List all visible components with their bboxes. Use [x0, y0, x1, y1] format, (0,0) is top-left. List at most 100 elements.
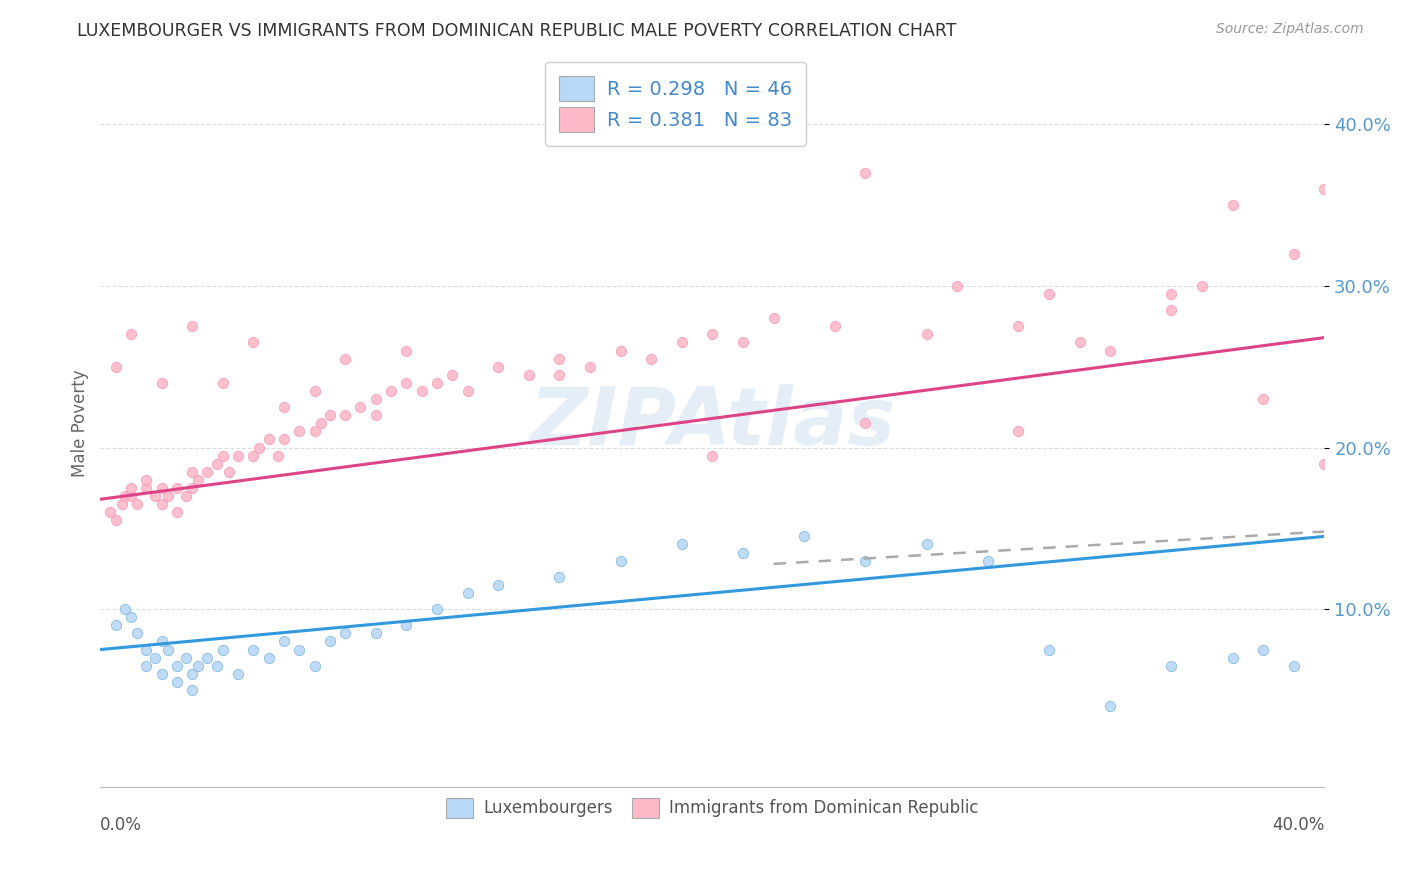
- Point: [319, 634, 342, 648]
- Point: [915, 327, 938, 342]
- Point: [731, 335, 754, 350]
- Point: [226, 666, 249, 681]
- Point: [309, 417, 332, 431]
- Point: [793, 529, 815, 543]
- Point: [1160, 303, 1182, 318]
- Point: [319, 408, 342, 422]
- Point: [197, 650, 219, 665]
- Point: [111, 497, 134, 511]
- Point: [824, 319, 846, 334]
- Point: [150, 497, 173, 511]
- Point: [273, 400, 295, 414]
- Point: [174, 489, 197, 503]
- Point: [145, 650, 167, 665]
- Point: [135, 658, 157, 673]
- Point: [548, 570, 571, 584]
- Point: [242, 449, 264, 463]
- Point: [579, 359, 602, 374]
- Point: [218, 465, 240, 479]
- Point: [135, 642, 157, 657]
- Point: [181, 666, 204, 681]
- Point: [166, 658, 188, 673]
- Point: [702, 449, 724, 463]
- Text: ZIPAtlas: ZIPAtlas: [529, 384, 896, 462]
- Text: Source: ZipAtlas.com: Source: ZipAtlas.com: [1216, 22, 1364, 37]
- Point: [288, 642, 311, 657]
- Point: [1191, 278, 1213, 293]
- Point: [120, 481, 142, 495]
- Point: [135, 473, 157, 487]
- Point: [135, 481, 157, 495]
- Point: [211, 449, 233, 463]
- Point: [1069, 335, 1091, 350]
- Point: [1038, 287, 1060, 301]
- Point: [1222, 650, 1244, 665]
- Point: [1099, 343, 1122, 358]
- Point: [273, 433, 295, 447]
- Point: [486, 359, 509, 374]
- Point: [1160, 287, 1182, 301]
- Point: [211, 376, 233, 390]
- Point: [267, 449, 290, 463]
- Point: [226, 449, 249, 463]
- Point: [104, 618, 127, 632]
- Point: [197, 465, 219, 479]
- Point: [304, 384, 326, 398]
- Point: [150, 376, 173, 390]
- Point: [288, 425, 311, 439]
- Point: [426, 602, 449, 616]
- Point: [395, 618, 418, 632]
- Point: [853, 554, 876, 568]
- Point: [671, 335, 693, 350]
- Point: [915, 537, 938, 551]
- Point: [853, 166, 876, 180]
- Point: [257, 650, 280, 665]
- Point: [304, 425, 326, 439]
- Point: [395, 376, 418, 390]
- Point: [333, 351, 356, 366]
- Point: [411, 384, 433, 398]
- Point: [104, 359, 127, 374]
- Point: [548, 351, 571, 366]
- Point: [977, 554, 1000, 568]
- Point: [114, 602, 136, 616]
- Point: [150, 634, 173, 648]
- Point: [333, 626, 356, 640]
- Point: [98, 505, 121, 519]
- Point: [364, 392, 387, 406]
- Point: [395, 343, 418, 358]
- Point: [205, 457, 228, 471]
- Point: [242, 335, 264, 350]
- Point: [181, 481, 204, 495]
- Text: 40.0%: 40.0%: [1272, 816, 1324, 834]
- Point: [517, 368, 540, 382]
- Point: [104, 513, 127, 527]
- Point: [174, 650, 197, 665]
- Point: [609, 554, 631, 568]
- Point: [166, 505, 188, 519]
- Point: [731, 545, 754, 559]
- Point: [304, 658, 326, 673]
- Point: [166, 481, 188, 495]
- Point: [1222, 198, 1244, 212]
- Point: [242, 642, 264, 657]
- Point: [145, 489, 167, 503]
- Point: [380, 384, 402, 398]
- Point: [853, 417, 876, 431]
- Point: [1282, 246, 1305, 260]
- Point: [609, 343, 631, 358]
- Point: [249, 441, 271, 455]
- Point: [702, 327, 724, 342]
- Point: [181, 682, 204, 697]
- Point: [1313, 182, 1336, 196]
- Y-axis label: Male Poverty: Male Poverty: [72, 369, 89, 477]
- Point: [125, 497, 148, 511]
- Point: [273, 634, 295, 648]
- Point: [181, 319, 204, 334]
- Point: [120, 327, 142, 342]
- Point: [1282, 658, 1305, 673]
- Point: [114, 489, 136, 503]
- Point: [441, 368, 464, 382]
- Point: [1099, 699, 1122, 714]
- Point: [349, 400, 371, 414]
